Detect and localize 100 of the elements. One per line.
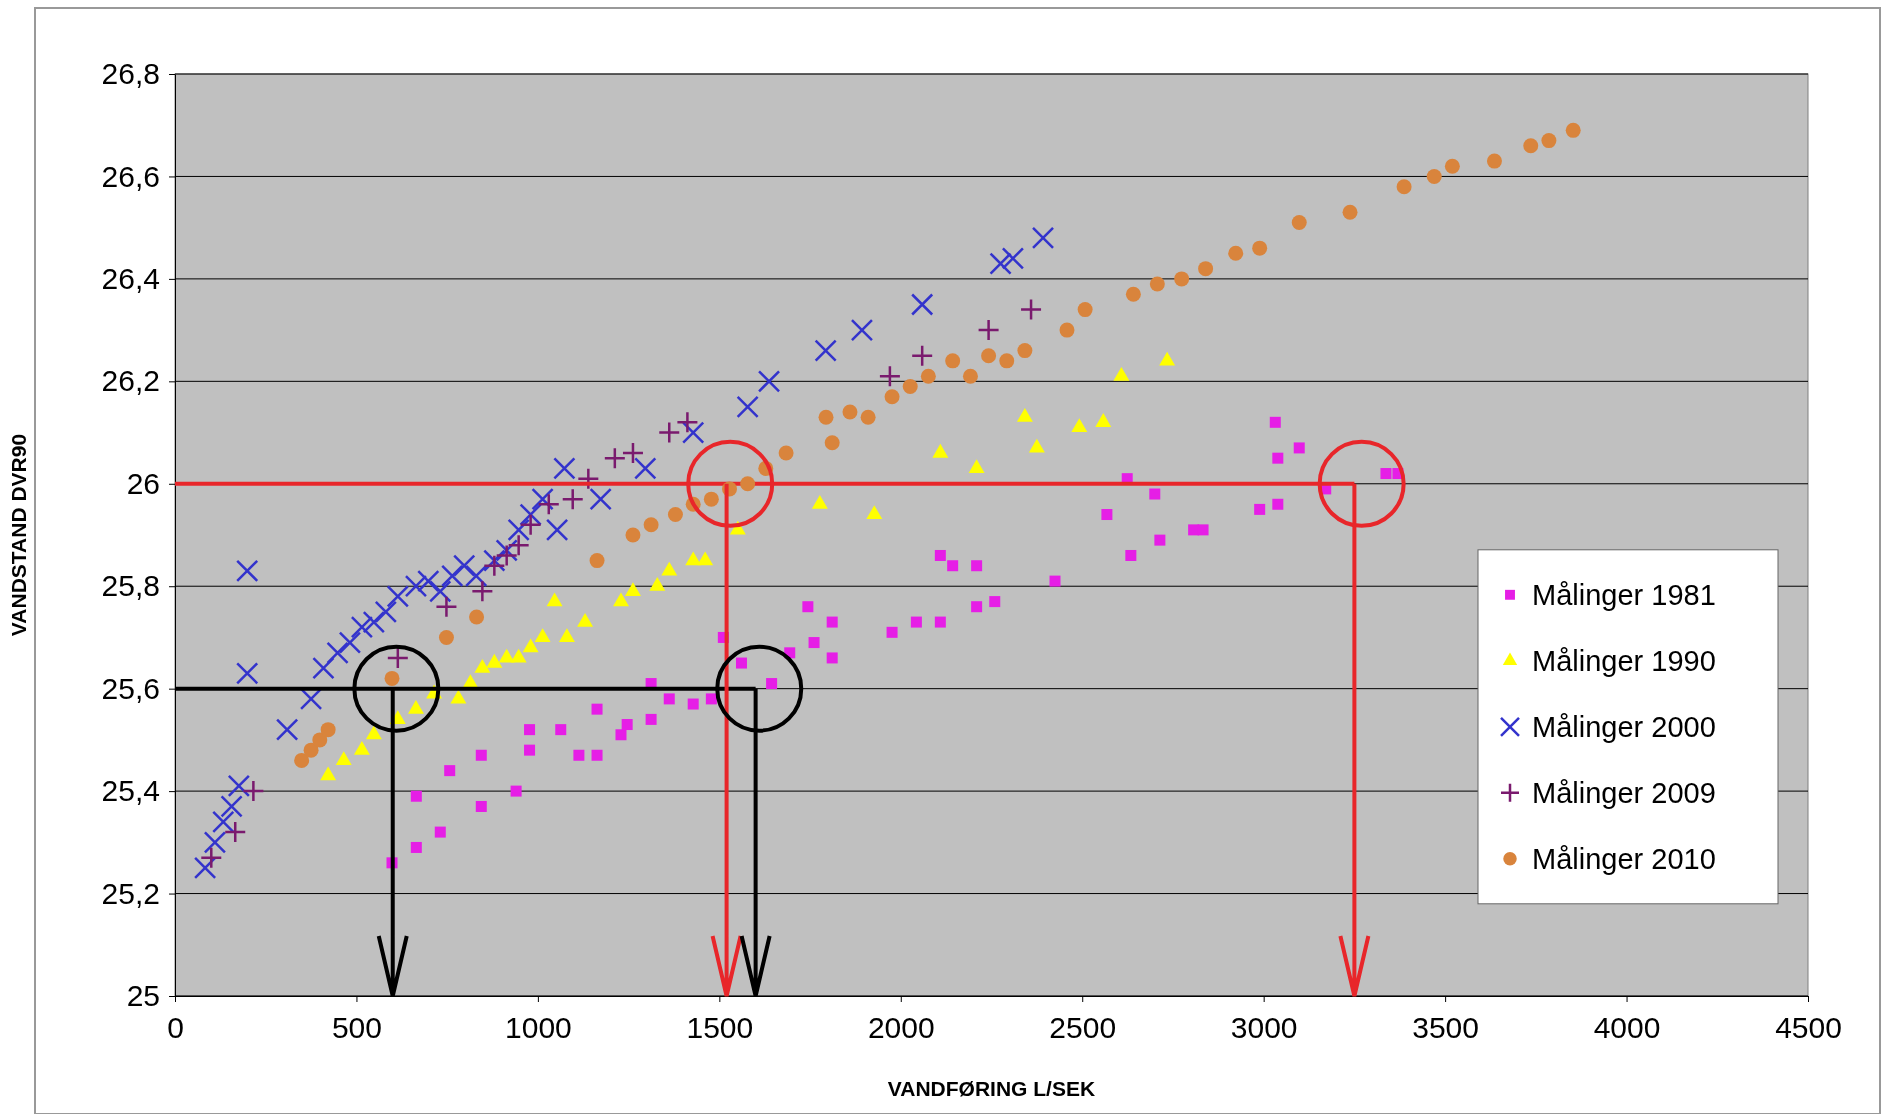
point (320, 722, 336, 738)
point (483, 554, 506, 577)
point (1523, 138, 1539, 154)
point (410, 790, 422, 802)
y-tick-label: 25,6 (101, 671, 160, 705)
point (910, 293, 934, 316)
point (386, 585, 410, 608)
point (1272, 452, 1284, 464)
x-tick-label: 3000 (1230, 1011, 1298, 1044)
point (947, 560, 959, 572)
point (1125, 549, 1137, 561)
point (663, 693, 675, 705)
point (681, 421, 705, 444)
point (519, 513, 542, 537)
point (362, 610, 386, 634)
point (934, 549, 946, 561)
point (429, 580, 452, 603)
point (326, 641, 349, 665)
point (495, 544, 518, 567)
point (945, 353, 961, 369)
point (886, 626, 898, 638)
point (1049, 575, 1061, 587)
point (1269, 416, 1281, 428)
point (1149, 276, 1165, 292)
point (475, 749, 487, 761)
point (444, 765, 456, 777)
point (826, 652, 838, 664)
point (613, 592, 629, 607)
point (645, 713, 657, 725)
x-tick-label: 4500 (1775, 1011, 1842, 1044)
point (603, 446, 627, 470)
point (1149, 488, 1161, 500)
point (818, 409, 834, 425)
point (1293, 442, 1305, 454)
point (220, 795, 243, 818)
y-tick-label: 26,8 (101, 57, 160, 91)
point (589, 553, 605, 569)
point (971, 560, 983, 572)
point (417, 569, 440, 593)
point (667, 507, 683, 523)
point (384, 670, 400, 686)
point (814, 339, 837, 362)
point (1342, 204, 1358, 220)
point (850, 318, 874, 342)
point (338, 631, 362, 654)
point (573, 749, 585, 761)
point (1197, 524, 1209, 536)
point (410, 841, 422, 853)
point (510, 785, 522, 797)
point (591, 703, 603, 715)
legend-label: Målinger 1981 (1532, 578, 1716, 611)
point (658, 421, 681, 444)
y-tick-label: 26,2 (101, 364, 160, 398)
x-tick-label: 1000 (505, 1011, 572, 1044)
point (824, 435, 840, 451)
point (1077, 302, 1093, 318)
point (971, 601, 983, 613)
point (910, 616, 922, 628)
point (621, 719, 633, 731)
point (842, 404, 858, 420)
y-tick-label: 26,4 (101, 261, 160, 295)
point (735, 657, 747, 669)
point (524, 724, 536, 736)
point (438, 629, 454, 645)
point (643, 517, 659, 533)
point (1380, 468, 1392, 480)
point (555, 724, 567, 736)
x-tick-label: 2000 (867, 1011, 935, 1044)
y-tick-label: 25,4 (101, 774, 160, 808)
point (703, 491, 719, 507)
point (808, 637, 820, 649)
point (1017, 343, 1033, 359)
point (524, 744, 536, 756)
x-axis-title: VANDFØRING L/SEK (887, 1077, 1096, 1100)
point (404, 574, 428, 598)
point (558, 628, 575, 643)
point (1272, 498, 1284, 510)
point (826, 616, 838, 628)
point (757, 370, 781, 393)
point (303, 742, 319, 758)
point (223, 820, 247, 844)
point (625, 527, 641, 543)
point (968, 459, 985, 474)
y-axis-title: VANDSTAND DVR90 (7, 433, 30, 637)
point (200, 846, 223, 869)
point (802, 601, 814, 613)
point (981, 348, 997, 364)
point (1396, 179, 1412, 195)
point (902, 378, 918, 394)
point (884, 389, 900, 405)
point (778, 445, 794, 461)
point (475, 800, 487, 812)
legend-label: Målinger 2000 (1532, 710, 1716, 743)
point (676, 411, 699, 434)
point (1228, 245, 1244, 261)
point (1174, 271, 1190, 287)
point (1154, 534, 1166, 546)
y-tick-label: 25,8 (101, 569, 160, 603)
point (740, 476, 756, 492)
point (766, 678, 778, 690)
